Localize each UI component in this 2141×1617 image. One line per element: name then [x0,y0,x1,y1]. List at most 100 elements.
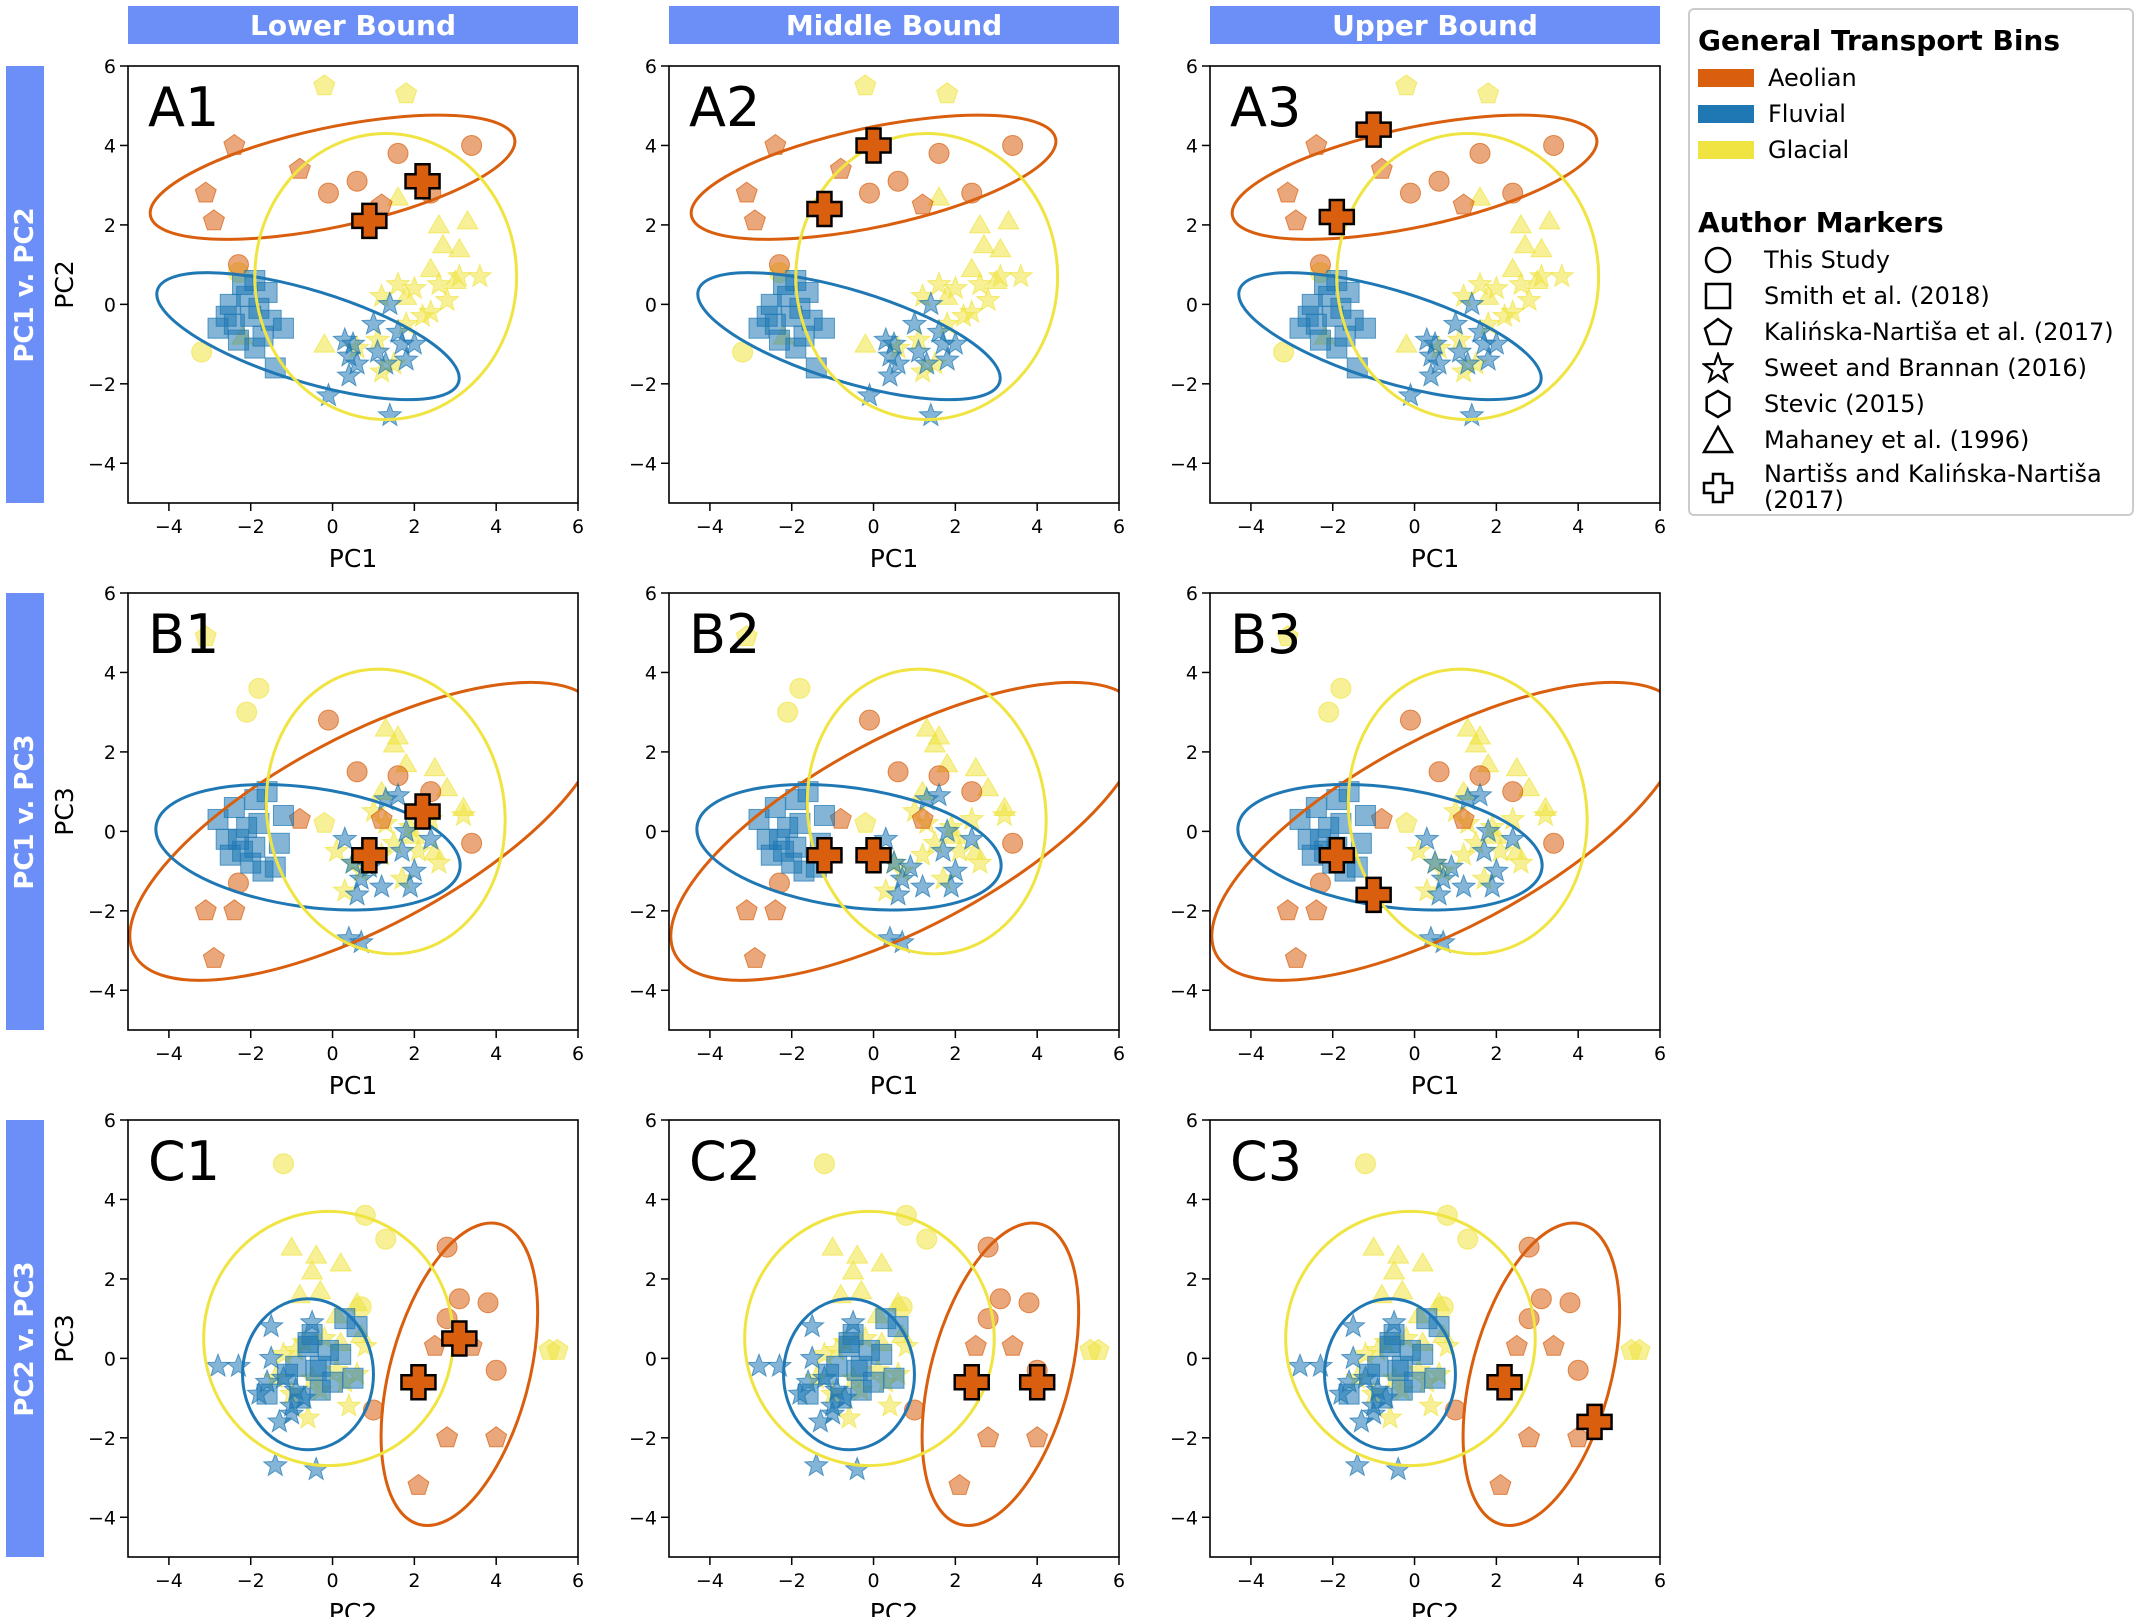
scatter-figure: −4 −2 0 2 4 6 −4 −2 0 2 4 6 PC1 PC2 A1 −4 −2 0 2 4 6 −4 −2 0 2 4 6… [50,56,1666,1617]
plot-area-A2 [689,74,1060,427]
glacial-triangle-marker [300,1260,324,1280]
fluvial-star-marker [1475,346,1501,371]
triangle-marker-icon [1702,424,1734,454]
aeolian-circle-marker [887,170,909,192]
legend-marker-this-study-label: This Study [1764,246,1890,274]
glacial-star-marker [295,1404,321,1429]
glacial-triangle-marker [964,756,988,777]
nartiss-plus-marker [855,127,892,164]
x-tick-label: −2 [778,1570,806,1592]
row-header-pc2-pc3: PC2 v. PC3 [6,1120,44,1557]
aeolian-pentagon-marker [202,946,225,968]
aeolian-confidence-ellipse [148,113,517,241]
fluvial-star-marker [1483,857,1510,882]
glacial-circle-marker [916,1228,938,1250]
fluvial-star-marker [401,857,428,882]
y-tick-label: −2 [88,374,116,396]
fluvial-confidence-ellipse [154,782,462,912]
aeolian-confidence-ellipse [1210,680,1660,982]
glacial-star-marker [1491,302,1518,328]
plot-area-B1 [128,625,578,982]
fluvial-square-marker [1354,804,1376,826]
aeolian-confidence-ellipse [1230,113,1599,241]
x-tick-label: −2 [1319,1570,1347,1592]
x-tick-label: 6 [572,1043,584,1065]
x-axis-label: PC1 [1411,1071,1459,1100]
glacial-circle-marker [236,701,258,723]
glacial-triangle-marker [313,333,336,353]
fluvial-square-marker [317,1339,339,1361]
glacial-star-marker [385,271,411,296]
aeolian-circle-marker [477,1292,499,1314]
fluvial-star-marker [819,1400,846,1425]
aeolian-pentagon-marker [1452,807,1475,829]
plot-frame-C2 [668,1119,1120,1558]
fluvial-star-marker [1426,350,1452,375]
x-tick-label: −4 [155,1570,183,1592]
aeolian-pentagon-marker [1489,1473,1512,1495]
fluvial-star-marker [1381,1309,1407,1334]
legend-marker-nartiss: Nartišs and Kalińska-Nartiša (2017) [1698,461,2102,521]
aeolian-pentagon-marker [911,193,934,215]
legend-marker-kalinska-label: Kalińska-Nartiša et al. (2017) [1764,318,2114,346]
panel-B1: −4 −2 0 2 4 6 −4 −2 0 2 4 6 PC1 PC3 B1 [50,583,584,1100]
y-tick-label: 2 [104,742,116,764]
panel-label: C3 [1230,1130,1302,1193]
glacial-star-marker [926,271,952,296]
fluvial-star-marker [799,1313,825,1338]
nartiss-plus-marker [351,836,388,874]
aeolian-pentagon-marker [1305,899,1328,921]
x-tick-label: 4 [1572,1570,1584,1592]
glacial-triangle-marker [448,237,471,258]
y-tick-label: 6 [104,56,116,78]
y-tick-label: −4 [1170,980,1198,1002]
x-tick-label: 2 [1490,1570,1502,1592]
row-header-pc1-pc2: PC1 v. PC2 [6,66,44,503]
x-tick-label: 4 [490,516,502,538]
glacial-star-marker [1434,1332,1461,1358]
panel-A1: −4 −2 0 2 4 6 −4 −2 0 2 4 6 PC1 PC2 A1 [50,56,584,573]
glacial-triangle-marker [927,725,951,745]
y-tick-label: 2 [104,1269,116,1291]
row-header-pc1-pc3: PC1 v. PC3 [6,593,44,1030]
nartiss-plus-marker [441,1320,478,1357]
x-axis-label: PC1 [1411,544,1459,573]
glacial-star-marker [975,286,1001,312]
glacial-triangle-marker [423,756,447,777]
fluvial-star-marker [918,402,944,427]
aeolian-pentagon-marker [194,899,217,921]
glacial-circle-marker [1330,677,1352,699]
glacial-star-marker [434,286,460,312]
fluvial-square-marker [838,1331,860,1353]
glacial-triangle-marker [374,717,397,737]
x-tick-label: 2 [408,516,420,538]
aeolian-pentagon-marker [407,1473,430,1495]
x-tick-label: −4 [1237,1570,1265,1592]
fluvial-square-marker [1416,1308,1438,1330]
y-tick-label: −2 [629,1428,657,1450]
fluvial-star-marker [340,330,366,355]
fluvial-star-marker [377,402,403,427]
aeolian-pentagon-marker [977,1426,1000,1448]
glacial-triangle-marker [927,186,951,206]
glacial-triangle-marker [1427,1291,1451,1312]
y-tick-label: −4 [629,980,657,1002]
fluvial-star-marker [1340,1313,1366,1338]
glacial-star-marker [958,805,985,831]
glacial-triangle-marker [427,213,451,234]
fluvial-square-marker [1424,1367,1446,1389]
glacial-confidence-ellipse [253,132,519,422]
x-tick-label: 0 [326,516,338,538]
glacial-circle-marker [272,1153,294,1175]
x-axis-label: PC2 [870,1598,918,1617]
glacial-triangle-marker [1456,717,1479,737]
y-tick-label: −2 [1170,901,1198,923]
fluvial-star-marker [393,346,419,371]
glacial-triangle-marker [1395,333,1418,353]
glacial-triangle-marker [841,1260,865,1280]
fluvial-star-marker [1475,817,1501,843]
aeolian-circle-marker [858,182,880,204]
aeolian-circle-marker [961,781,983,803]
fluvial-square-marker [760,844,782,866]
glacial-star-marker [877,1392,903,1417]
